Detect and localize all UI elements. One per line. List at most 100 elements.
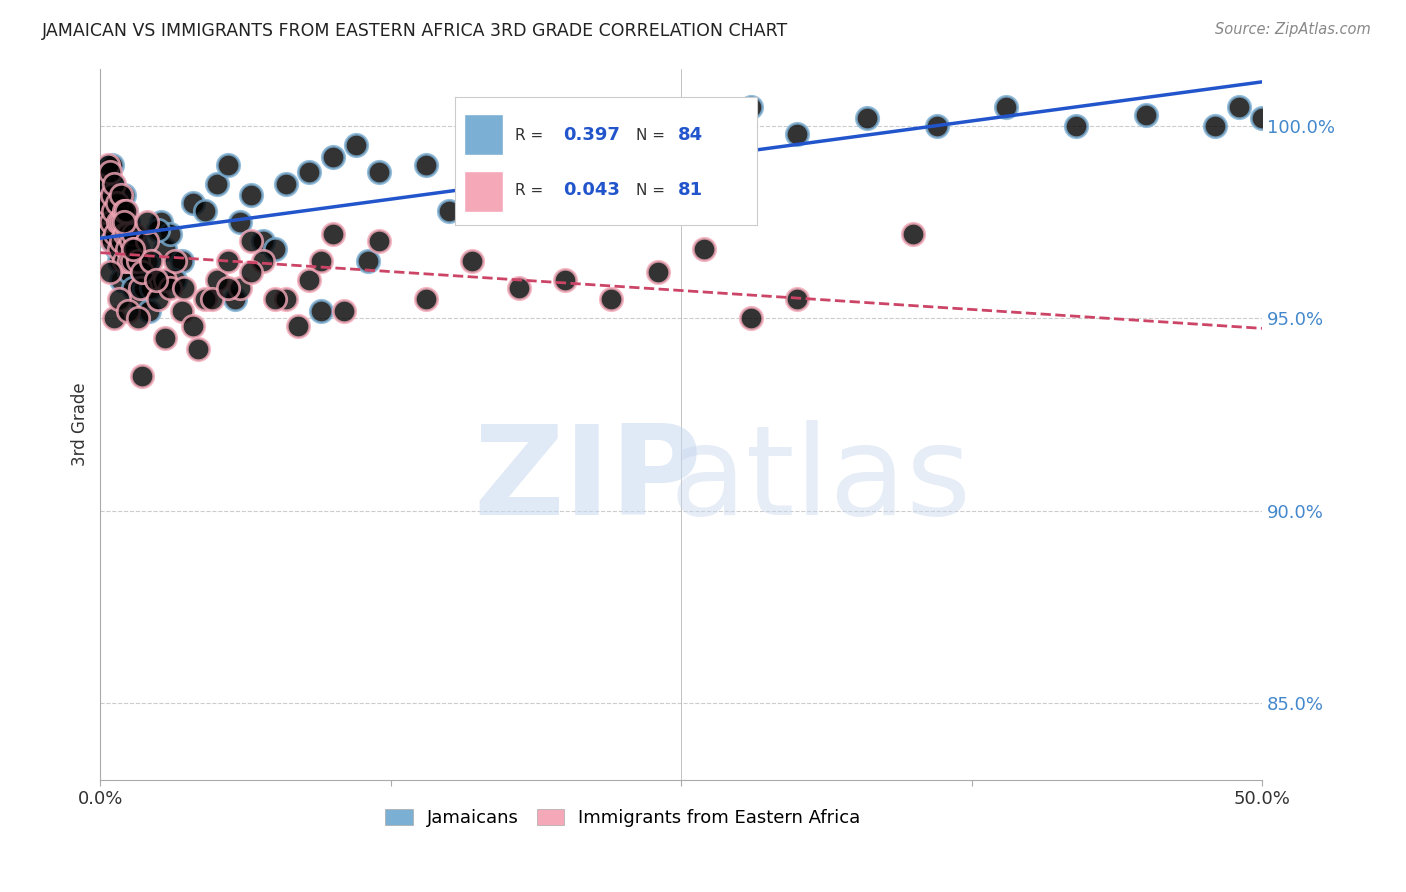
Text: ZIP: ZIP: [474, 420, 703, 541]
Point: [181, 196, 204, 211]
Point: [114, 235, 136, 249]
Point: [170, 303, 193, 318]
Point: [252, 253, 274, 268]
Point: [740, 100, 762, 114]
Point: [103, 177, 125, 191]
Text: JAMAICAN VS IMMIGRANTS FROM EASTERN AFRICA 3RD GRADE CORRELATION CHART: JAMAICAN VS IMMIGRANTS FROM EASTERN AFRI…: [42, 22, 789, 40]
Point: [120, 235, 142, 249]
Point: [117, 227, 139, 241]
Point: [96, 227, 118, 241]
Point: [240, 265, 263, 279]
Point: [112, 215, 135, 229]
Point: [122, 253, 145, 268]
Point: [173, 280, 195, 294]
Point: [121, 253, 143, 268]
Point: [461, 253, 484, 268]
Point: [530, 188, 553, 202]
Point: [134, 280, 156, 294]
Point: [693, 242, 716, 256]
Point: [159, 227, 181, 241]
Point: [252, 235, 274, 249]
Point: [229, 215, 252, 229]
Point: [135, 253, 157, 268]
Point: [115, 203, 138, 218]
Point: [101, 235, 124, 249]
Point: [128, 280, 150, 294]
Point: [415, 158, 437, 172]
Point: [333, 303, 356, 318]
Point: [121, 253, 143, 268]
Point: [120, 235, 142, 249]
Point: [122, 280, 145, 294]
Point: [856, 112, 879, 126]
Point: [117, 242, 139, 256]
Point: [122, 227, 145, 241]
Point: [103, 196, 125, 211]
Point: [693, 119, 716, 133]
Point: [508, 280, 530, 294]
Point: [155, 273, 177, 287]
Point: [127, 242, 149, 256]
Point: [508, 119, 530, 133]
Point: [437, 203, 460, 218]
Point: [112, 215, 135, 229]
Point: [128, 292, 150, 306]
Point: [181, 319, 204, 334]
Text: Source: ZipAtlas.com: Source: ZipAtlas.com: [1215, 22, 1371, 37]
Point: [108, 253, 131, 268]
Point: [298, 273, 321, 287]
Point: [101, 188, 124, 202]
Point: [107, 215, 129, 229]
Y-axis label: 3rd Grade: 3rd Grade: [72, 383, 89, 466]
Point: [149, 215, 172, 229]
Point: [105, 185, 128, 199]
Point: [554, 127, 576, 141]
Point: [118, 253, 141, 268]
Legend: Jamaicans, Immigrants from Eastern Africa: Jamaicans, Immigrants from Eastern Afric…: [378, 802, 868, 835]
Point: [298, 165, 321, 179]
Point: [101, 203, 124, 218]
Point: [124, 235, 146, 249]
Point: [117, 215, 139, 229]
Point: [94, 215, 117, 229]
Point: [111, 242, 134, 256]
Point: [322, 150, 344, 164]
Point: [131, 265, 153, 279]
Point: [600, 292, 623, 306]
Point: [995, 100, 1018, 114]
Point: [100, 188, 122, 202]
Point: [415, 292, 437, 306]
Point: [127, 311, 149, 326]
Point: [104, 203, 127, 218]
Point: [104, 227, 127, 241]
Point: [1227, 100, 1250, 114]
Point: [135, 215, 157, 229]
Point: [105, 196, 128, 211]
Point: [110, 235, 132, 249]
Point: [127, 253, 149, 268]
Point: [145, 273, 167, 287]
Point: [187, 342, 209, 356]
Point: [344, 138, 367, 153]
Point: [159, 280, 181, 294]
Point: [148, 292, 170, 306]
Point: [276, 177, 298, 191]
Point: [141, 280, 163, 294]
Point: [108, 242, 131, 256]
Point: [322, 227, 344, 241]
Point: [647, 265, 669, 279]
Point: [108, 196, 131, 211]
Point: [647, 138, 669, 153]
Point: [287, 319, 309, 334]
Point: [309, 303, 332, 318]
Point: [115, 253, 138, 268]
Point: [786, 127, 808, 141]
Point: [309, 253, 332, 268]
Point: [101, 235, 124, 249]
Point: [201, 292, 224, 306]
Point: [131, 265, 153, 279]
Point: [112, 253, 135, 268]
Point: [786, 292, 808, 306]
Point: [108, 227, 131, 241]
Point: [224, 292, 246, 306]
